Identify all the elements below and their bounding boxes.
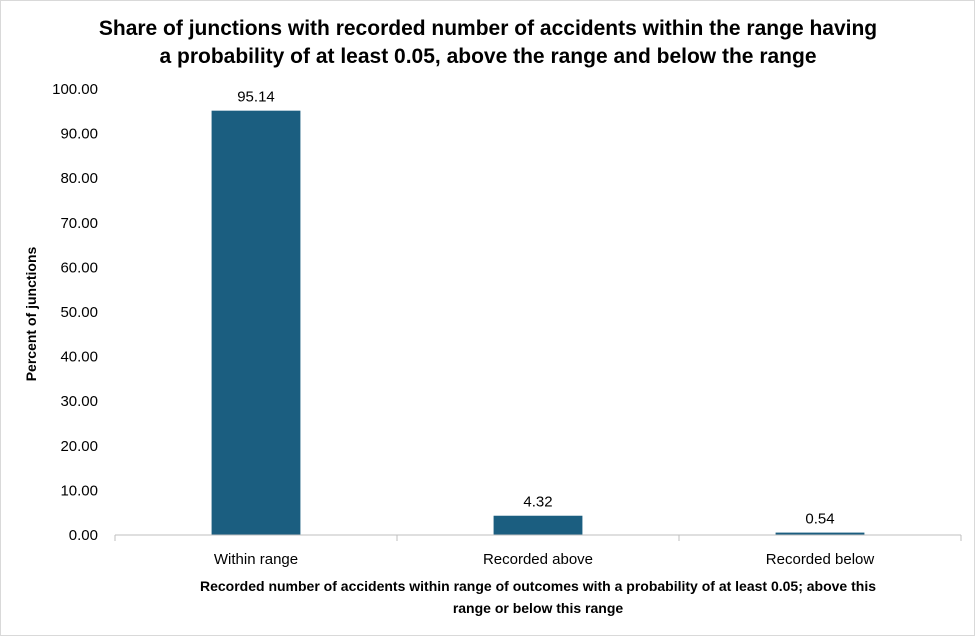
bar [211,110,301,535]
bar [775,532,865,535]
x-axis-title-line-1: Recorded number of accidents within rang… [200,578,876,594]
bars [211,110,865,535]
x-axis-title-line-2: range or below this range [453,600,624,616]
chart-title-line-1: Share of junctions with recorded number … [99,17,877,40]
y-tick-label: 30.00 [60,393,98,410]
data-label: 0.54 [805,511,834,528]
data-label: 95.14 [237,89,275,106]
y-tick-label: 80.00 [60,170,98,187]
x-tick-label: Recorded above [483,551,593,568]
y-tick-label: 10.00 [60,482,98,499]
y-tick-label: 20.00 [60,438,98,455]
y-tick-label: 40.00 [60,349,98,366]
x-tick-label: Within range [214,551,298,568]
x-tick-label: Recorded below [766,551,875,568]
y-tick-label: 90.00 [60,126,98,143]
y-tick-label: 60.00 [60,259,98,276]
data-label: 4.32 [523,494,552,511]
x-axis-ticks [114,535,962,541]
chart-title: Share of junctions with recorded number … [99,17,877,68]
y-axis-ticks: 0.00 10.00 20.00 30.00 40.00 50.00 60.00 70.00 8… [52,81,98,544]
bar [493,515,583,535]
value-labels: 95.14 4.32 0.54 [237,89,834,528]
y-tick-label: 70.00 [60,215,98,232]
x-axis-title: Recorded number of accidents within rang… [200,578,876,616]
category-labels: Within range Recorded above Recorded below [214,551,874,568]
y-tick-label: 100.00 [52,81,98,98]
chart-title-line-2: a probability of at least 0.05, above th… [160,45,817,68]
y-axis-title: Percent of junctions [23,247,39,382]
y-tick-label: 50.00 [60,304,98,321]
y-tick-label: 0.00 [69,527,98,544]
